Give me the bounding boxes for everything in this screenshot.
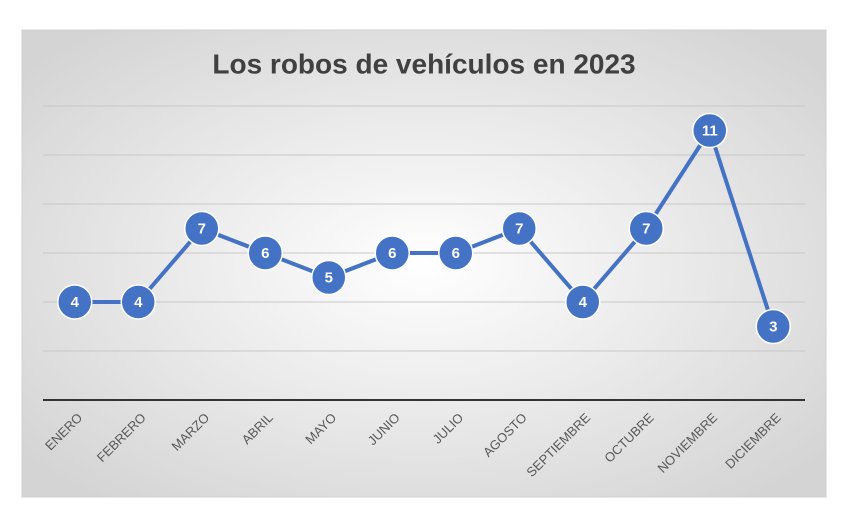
- data-point: [438, 235, 474, 271]
- data-label: 7: [642, 220, 650, 237]
- data-point: [692, 112, 728, 149]
- data-label: 6: [261, 245, 269, 262]
- data-label: 5: [325, 269, 333, 286]
- data-label: 4: [134, 294, 143, 311]
- data-point: [57, 284, 93, 320]
- data-point: [628, 210, 664, 247]
- data-point: [311, 259, 347, 296]
- data-point: [120, 284, 156, 320]
- data-label: 11: [702, 122, 718, 139]
- data-label: 3: [769, 318, 777, 335]
- data-point: [247, 235, 283, 271]
- data-point: [755, 308, 791, 345]
- data-label: 4: [579, 294, 588, 311]
- data-point: [501, 210, 537, 247]
- data-label: 7: [515, 220, 523, 237]
- data-label: 6: [388, 245, 396, 262]
- data-point: [565, 284, 601, 320]
- data-point: [374, 235, 410, 271]
- chart-background: [21, 29, 827, 498]
- data-label: 4: [71, 294, 80, 311]
- data-point: [184, 210, 220, 247]
- data-label: 6: [452, 245, 460, 262]
- chart-title: Los robos de vehículos en 2023: [212, 48, 635, 79]
- data-label: 7: [198, 220, 206, 237]
